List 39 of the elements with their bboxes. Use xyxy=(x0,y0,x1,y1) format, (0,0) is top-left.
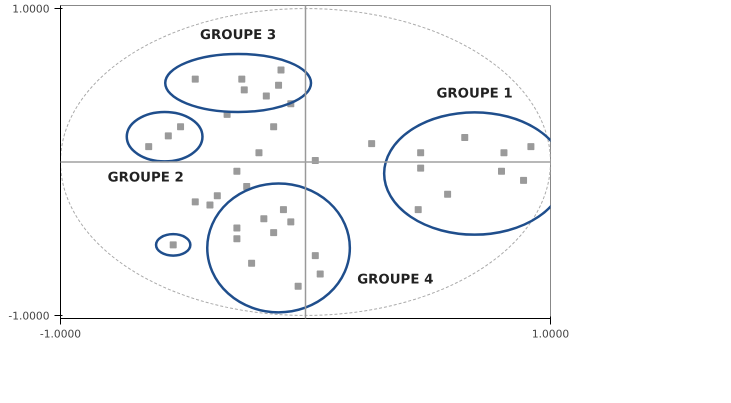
point xyxy=(270,229,278,236)
point xyxy=(255,149,262,156)
point xyxy=(248,260,256,267)
point xyxy=(280,206,287,214)
point xyxy=(260,215,268,222)
point xyxy=(238,76,246,83)
annotation: GROUPE 4 xyxy=(357,272,434,288)
annotation: GROUPE 1 xyxy=(436,86,513,102)
point xyxy=(527,143,534,150)
point xyxy=(192,198,199,206)
point xyxy=(240,86,248,94)
point xyxy=(164,132,172,140)
point xyxy=(233,224,240,232)
point xyxy=(192,76,199,83)
annotation: GROUPE 2 xyxy=(108,170,184,186)
point xyxy=(233,168,240,175)
point xyxy=(294,282,302,290)
point xyxy=(312,252,319,260)
point xyxy=(417,149,424,156)
point xyxy=(444,190,452,198)
point xyxy=(414,206,422,214)
point xyxy=(368,140,376,148)
point xyxy=(214,192,221,200)
point xyxy=(177,123,184,130)
point xyxy=(287,218,294,226)
annotation: GROUPE 3 xyxy=(200,28,276,44)
point xyxy=(145,143,152,150)
point xyxy=(206,201,214,208)
point xyxy=(498,168,505,175)
point xyxy=(278,66,284,74)
point xyxy=(270,123,278,130)
point xyxy=(275,82,282,89)
point xyxy=(461,134,468,141)
point xyxy=(233,235,240,242)
point xyxy=(500,149,508,156)
point xyxy=(262,92,270,100)
point xyxy=(316,270,324,278)
point xyxy=(417,164,424,172)
point xyxy=(520,176,528,184)
